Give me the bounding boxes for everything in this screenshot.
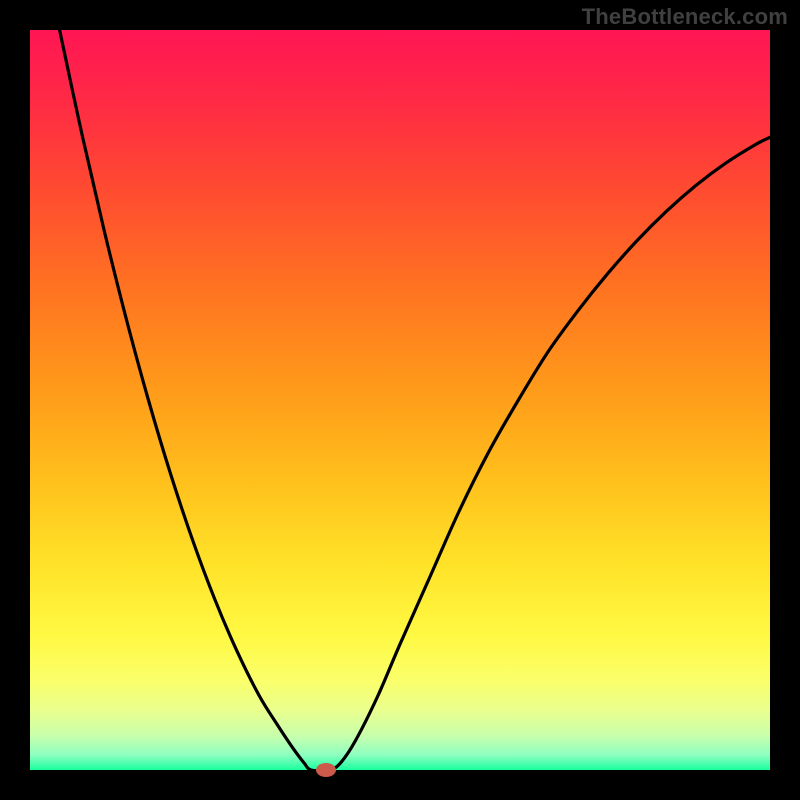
plot-background <box>30 30 770 770</box>
minimum-marker <box>316 763 336 777</box>
chart-container: TheBottleneck.com <box>0 0 800 800</box>
bottleneck-chart <box>0 0 800 800</box>
watermark-label: TheBottleneck.com <box>582 4 788 30</box>
